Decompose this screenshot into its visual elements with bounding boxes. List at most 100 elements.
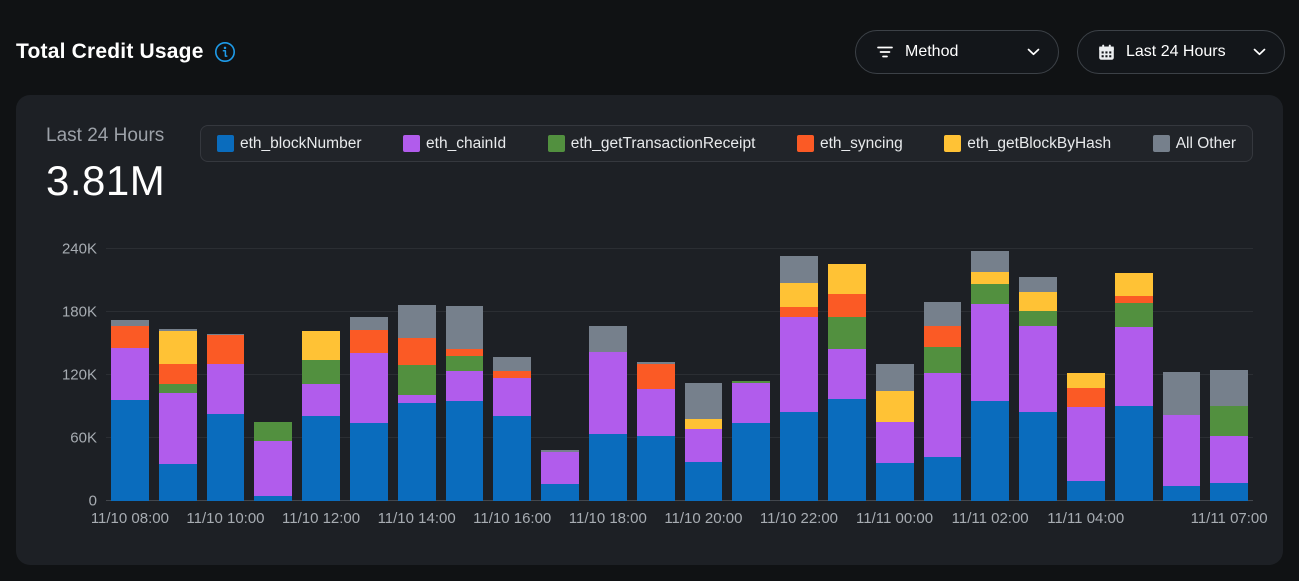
stacked-bar[interactable] [780,255,818,501]
bar-segment[interactable] [732,382,771,424]
stacked-bar[interactable] [923,301,962,501]
bar-segment[interactable] [827,293,866,317]
bar-segment[interactable] [780,255,818,284]
bar-segment[interactable] [254,495,293,501]
bar-segment[interactable] [1066,406,1105,482]
bar-segment[interactable] [923,326,962,347]
bar-segment[interactable] [1210,436,1249,484]
bar-segment[interactable] [158,393,197,465]
bar-segment[interactable] [350,423,388,501]
bar-segment[interactable] [1019,276,1057,293]
bar-segment[interactable] [1162,486,1201,501]
bar-segment[interactable] [493,378,532,417]
bar-segment[interactable] [1066,373,1105,388]
bar-segment[interactable] [1019,326,1057,412]
bar-segment[interactable] [875,422,914,464]
bar-segment[interactable] [1114,295,1153,303]
bar-segment[interactable] [780,411,818,501]
bar-segment[interactable] [588,326,627,353]
bar-segment[interactable] [636,363,675,389]
bar-segment[interactable] [923,346,962,374]
bar-segment[interactable] [1114,405,1153,501]
stacked-bar[interactable] [684,382,723,501]
stacked-bar[interactable] [588,326,627,501]
info-icon[interactable] [214,41,236,63]
stacked-bar[interactable] [206,333,245,501]
time-range-dropdown[interactable]: Last 24 Hours [1077,30,1285,74]
legend-item[interactable]: All Other [1152,135,1236,153]
bar-segment[interactable] [541,449,579,452]
bar-segment[interactable] [397,305,436,338]
stacked-bar[interactable] [302,331,340,501]
legend-item[interactable]: eth_getBlockByHash [944,135,1111,153]
stacked-bar[interactable] [350,316,388,501]
bar-segment[interactable] [971,401,1010,501]
bar-segment[interactable] [684,462,723,501]
bar-segment[interactable] [923,456,962,501]
bar-segment[interactable] [541,451,579,485]
stacked-bar[interactable] [971,250,1010,501]
bar-segment[interactable] [158,464,197,501]
bar-segment[interactable] [1114,302,1153,328]
bar-segment[interactable] [350,353,388,424]
bar-segment[interactable] [493,371,532,379]
stacked-bar[interactable] [445,306,484,501]
bar-segment[interactable] [684,382,723,420]
bar-segment[interactable] [397,364,436,396]
bar-segment[interactable] [397,337,436,365]
bar-segment[interactable] [493,357,532,372]
stacked-bar[interactable] [397,305,436,501]
bar-segment[interactable] [875,390,914,423]
stacked-bar[interactable] [158,329,197,501]
bar-segment[interactable] [780,283,818,308]
bar-segment[interactable] [397,395,436,403]
bar-segment[interactable] [684,419,723,429]
bar-segment[interactable] [1019,292,1057,312]
bar-segment[interactable] [1114,327,1153,406]
bar-segment[interactable] [111,400,149,501]
bar-segment[interactable] [780,316,818,412]
bar-segment[interactable] [206,414,245,501]
bar-segment[interactable] [636,436,675,501]
bar-segment[interactable] [971,304,1010,402]
bar-segment[interactable] [923,301,962,327]
bar-segment[interactable] [111,348,149,401]
bar-segment[interactable] [1210,370,1249,406]
bar-segment[interactable] [1066,387,1105,407]
stacked-bar[interactable] [732,381,771,501]
bar-segment[interactable] [302,331,340,360]
bar-segment[interactable] [445,356,484,372]
bar-segment[interactable] [158,331,197,364]
bar-segment[interactable] [636,388,675,437]
bar-segment[interactable] [732,381,771,383]
bar-segment[interactable] [827,349,866,400]
bar-segment[interactable] [397,402,436,501]
bar-segment[interactable] [875,463,914,501]
stacked-bar[interactable] [1066,373,1105,501]
bar-segment[interactable] [302,416,340,501]
legend-item[interactable]: eth_blockNumber [217,135,361,153]
bar-segment[interactable] [445,349,484,357]
bar-segment[interactable] [302,359,340,384]
bar-segment[interactable] [1114,272,1153,296]
bar-segment[interactable] [541,484,579,501]
stacked-bar[interactable] [1114,272,1153,501]
bar-segment[interactable] [302,383,340,417]
bar-segment[interactable] [1019,311,1057,326]
bar-segment[interactable] [158,329,197,332]
bar-segment[interactable] [923,373,962,457]
stacked-bar[interactable] [827,264,866,501]
bar-segment[interactable] [971,271,1010,285]
bar-segment[interactable] [445,306,484,350]
bar-segment[interactable] [1210,483,1249,501]
bar-segment[interactable] [827,316,866,350]
bar-segment[interactable] [875,363,914,391]
bar-segment[interactable] [350,316,388,331]
bar-segment[interactable] [636,362,675,364]
stacked-bar[interactable] [111,319,149,501]
method-filter-dropdown[interactable]: Method [855,30,1059,74]
bar-segment[interactable] [254,441,293,496]
bar-segment[interactable] [206,333,245,336]
bar-segment[interactable] [158,383,197,394]
bar-segment[interactable] [158,363,197,384]
